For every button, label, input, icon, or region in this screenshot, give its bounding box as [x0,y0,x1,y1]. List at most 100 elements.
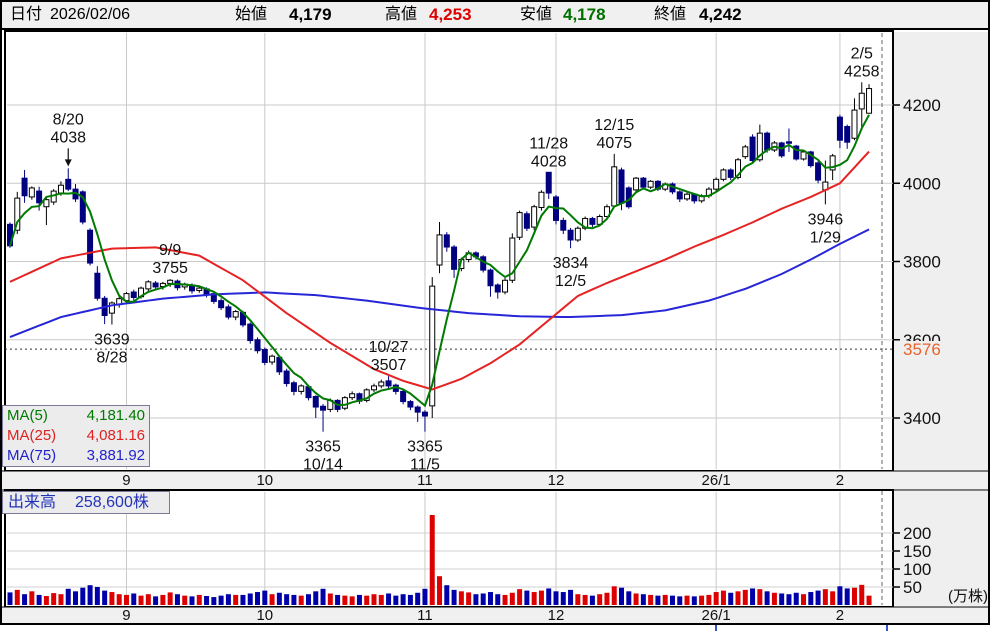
month-label: 26/1 [702,472,731,489]
ma75-label: MA(75) [7,447,57,464]
candle-body [538,191,545,209]
volume-bar [196,594,202,605]
low-value: 4,178 [563,5,606,24]
volume-bar [102,590,108,605]
volume-bar [830,591,836,605]
candle-body [254,339,261,352]
volume-bar [182,595,188,605]
volume-bar [255,592,261,605]
candle-body [349,393,356,399]
ma5-value: 4,181.40 [86,407,145,424]
volume-bar [51,593,57,605]
ma5-line [9,114,870,408]
volume-tick-label: 50 [903,578,922,597]
price-panel [4,30,894,472]
volume-bar [145,594,151,605]
annotation-label: 12/5 [555,273,586,290]
candle-body [567,229,574,241]
annotation-label: 4258 [844,63,880,80]
volume-bar [378,594,384,605]
table-divider-tick [886,625,888,631]
ma75-line [9,228,870,338]
ma-legend: MA(5) 4,181.40 MA(25) 4,081.16 MA(75) 3,… [2,405,150,467]
volume-bar [473,594,479,605]
volume-bar [218,595,224,605]
volume-bar [735,591,741,605]
volume-bar [691,596,697,605]
candle-body [509,237,516,281]
month-label: 2 [836,607,844,624]
candle-body [720,169,727,180]
candle-body [79,191,86,223]
month-label: 11 [417,607,433,624]
ma25-value: 4,081.16 [86,427,145,444]
candle-body [749,136,756,162]
volume-bar [22,594,28,605]
volume-bar [589,595,595,605]
annotation-label: 4028 [531,153,567,170]
volume-bar [538,590,544,605]
volume-bar [517,589,523,605]
candle-body [371,385,377,391]
volume-bar [342,595,348,605]
annotation-label: 9/9 [159,242,181,259]
volume-bar [269,594,275,605]
candle-body [378,381,385,387]
volume-bar [160,594,166,605]
volume-bar [7,592,13,605]
candle-body [108,302,115,314]
volume-bar [284,594,290,605]
volume-bar [495,594,501,605]
volume-bar [546,588,552,605]
open-label: 始値 [235,6,268,23]
volume-legend: 出来高 258,600株 [2,491,170,514]
candle-body [531,206,538,228]
volume-bar [844,588,850,605]
volume-bar [298,595,304,605]
volume-bar [233,594,239,605]
reference-label-bg [895,341,943,357]
candle-body [225,306,232,318]
volume-bar [73,591,79,605]
annotation-label: 10/14 [303,457,343,474]
price-tick-label: 4200 [903,96,941,115]
volume-bar [822,589,828,605]
volume-bar [305,594,311,605]
volume-bar [655,595,661,605]
candle-body [414,406,421,413]
volume-bar [138,595,144,605]
candle-body [269,355,276,363]
volume-bar [502,594,508,605]
candle-body [618,169,625,204]
candle-body [290,382,297,392]
volume-label: 出来高 [8,494,57,511]
ma75-value: 3,881.92 [86,447,145,464]
volume-bar [801,594,807,605]
volume-bar [247,593,253,605]
candle-body [487,269,494,287]
annotation-label: 3834 [553,255,589,272]
volume-bar [204,596,210,605]
volume-bar [524,590,530,605]
candle-body [735,159,741,178]
month-label: 10 [256,472,273,489]
candle-body [28,187,35,198]
candle-body [800,151,807,160]
volume-bar [597,594,603,605]
month-label: 26/1 [702,607,731,624]
annotation-label: 1/29 [810,229,841,246]
candle-body [647,180,654,188]
volume-bar [123,594,129,605]
volume-bar [684,595,690,605]
volume-bar [757,589,763,605]
open-value: 4,179 [289,5,332,24]
candle-body [545,171,552,194]
volume-bar [560,592,566,605]
candle-body [232,311,239,318]
annotation-label: 4075 [596,135,632,152]
candle-body [756,132,763,161]
candle-body [502,279,509,293]
volume-bar [815,590,821,605]
